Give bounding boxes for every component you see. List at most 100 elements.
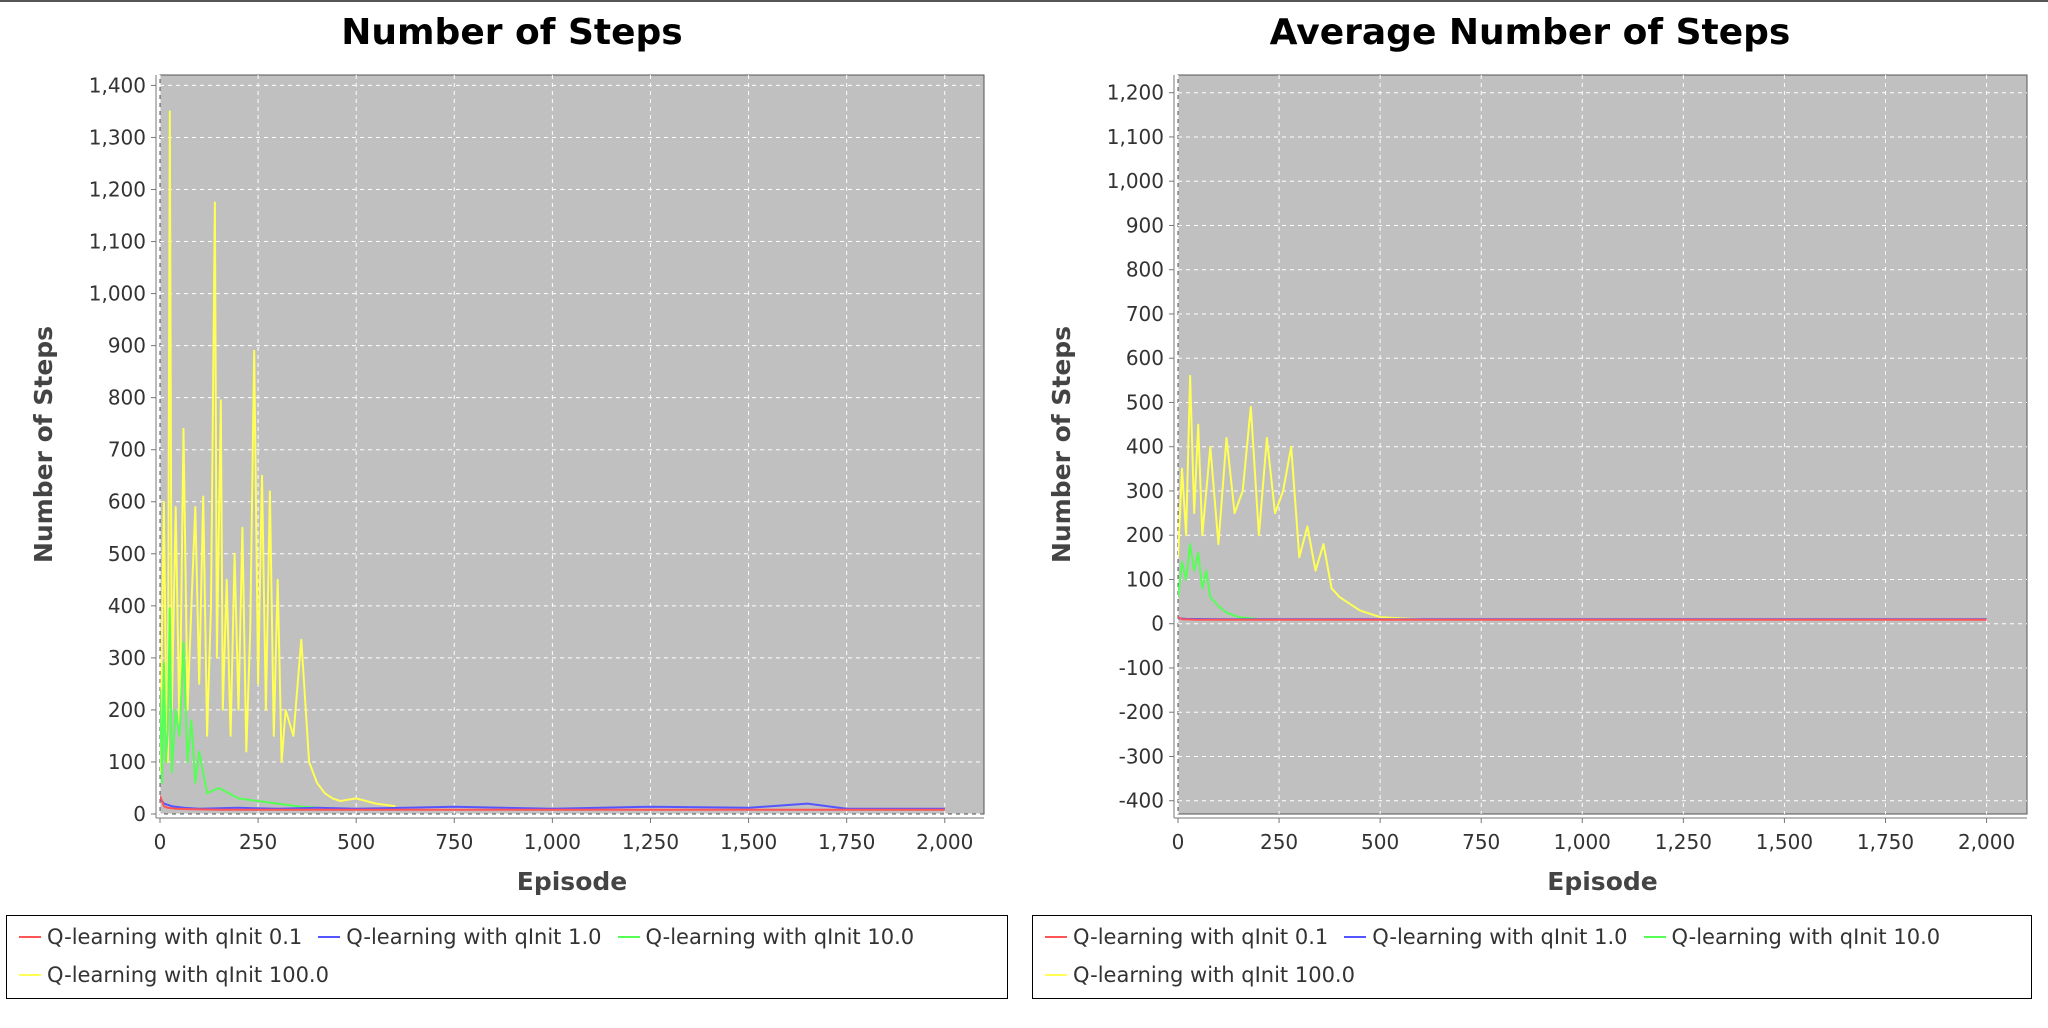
y-tick-label: 300: [1126, 479, 1164, 503]
legend-item: Q-learning with qInit 1.0: [318, 925, 602, 949]
y-tick-label: 1,100: [89, 230, 146, 254]
x-tick-label: 1,250: [622, 830, 679, 854]
series-line-0: [1178, 616, 1987, 621]
x-tick-label: 250: [1260, 830, 1298, 854]
chart-title: Number of Steps: [341, 12, 682, 53]
series-line-1: [160, 797, 945, 810]
y-tick-label: 400: [1126, 435, 1164, 459]
legend-swatch: [1643, 936, 1666, 938]
y-tick-label: 1,400: [89, 73, 146, 97]
legend: Q-learning with qInit 0.1 Q-learning with…: [1032, 915, 2032, 999]
x-tick-label: 0: [1172, 830, 1185, 854]
y-tick-label: 1,100: [1107, 125, 1164, 149]
legend-item: Q-learning with qInit 1.0: [1344, 925, 1628, 949]
legend-label: Q-learning with qInit 10.0: [1671, 925, 1941, 949]
legend-swatch: [1045, 936, 1067, 938]
y-tick-label: 300: [108, 646, 146, 670]
x-axis-label: Episode: [1547, 867, 1657, 896]
chart-panel-average-number-of-steps: Average Number of Steps 0 250 500 750 1,000 1,…: [1024, 0, 2048, 1028]
plot-area: [1177, 74, 2028, 815]
y-tick-label: 800: [1126, 258, 1164, 282]
y-tick-label: 1,200: [1107, 81, 1164, 105]
y-tick-label: 800: [108, 386, 146, 410]
x-tick-label: 1,000: [524, 830, 581, 854]
legend-swatch: [19, 974, 41, 976]
y-tick-label: 1,200: [89, 177, 146, 201]
x-tick-label: 1,500: [720, 830, 777, 854]
legend-swatch: [318, 936, 341, 938]
y-tick-label: 400: [108, 594, 146, 618]
y-tick-label: 700: [108, 438, 146, 462]
y-tick-label: 1,000: [89, 282, 146, 306]
legend-swatch: [19, 936, 41, 938]
series-line-2: [160, 607, 357, 811]
x-tick-label: 2,000: [916, 830, 973, 854]
y-axis-label: Number of Steps: [1047, 326, 1076, 563]
legend-item: Q-learning with qInit 100.0: [19, 963, 329, 987]
y-tick-label: -300: [1119, 744, 1164, 768]
series-group: [1178, 374, 1987, 621]
legend-item: Q-learning with qInit 10.0: [617, 925, 915, 949]
x-tick-label: 2,000: [1958, 830, 2015, 854]
y-tick-label: 1,000: [1107, 169, 1164, 193]
legend-row: Q-learning with qInit 0.1 Q-learning with…: [1033, 918, 1944, 956]
legend-item: Q-learning with qInit 100.0: [1045, 963, 1355, 987]
chart-panel-number-of-steps: Number of Steps 0 250 500 750 1,000 1,250 1,500…: [6, 12, 1008, 999]
y-tick-label: 600: [108, 490, 146, 514]
legend-label: Q-learning with qInit 1.0: [346, 925, 602, 949]
legend-label: Q-learning with qInit 10.0: [645, 925, 915, 949]
x-tick-label: 1,500: [1756, 830, 1813, 854]
series-line-2: [1178, 543, 1260, 621]
y-axis-label: Number of Steps: [29, 326, 58, 563]
legend-row: Q-learning with qInit 100.0: [7, 956, 333, 994]
x-axis-label: Episode: [517, 867, 627, 896]
y-tick-label: 100: [108, 750, 146, 774]
x-tick-label: 500: [1361, 830, 1399, 854]
x-tick-label: 750: [1462, 830, 1500, 854]
top-border: [0, 0, 2048, 2]
y-tick-label: 900: [1126, 213, 1164, 237]
legend-label: Q-learning with qInit 1.0: [1372, 925, 1628, 949]
x-tick-label: 250: [239, 830, 277, 854]
y-tick-label: 900: [108, 334, 146, 358]
y-tick-label: 1,300: [89, 125, 146, 149]
legend-row: Q-learning with qInit 0.1 Q-learning with…: [7, 918, 918, 956]
y-tick-label: 500: [108, 542, 146, 566]
x-tick-label: 1,750: [818, 830, 875, 854]
legend-label: Q-learning with qInit 100.0: [1073, 963, 1355, 987]
legend: Q-learning with qInit 0.1 Q-learning with…: [6, 915, 1008, 999]
y-tick-label: 100: [1126, 567, 1164, 591]
chart-number-of-steps: Number of Steps 0 250 500 750 1,000 1,250 1,500…: [29, 12, 985, 896]
chart-title: Average Number of Steps: [1270, 12, 1791, 53]
series-line-0: [160, 795, 945, 811]
legend-item: Q-learning with qInit 0.1: [1045, 925, 1328, 949]
legend-label: Q-learning with qInit 0.1: [47, 925, 303, 949]
y-tick-label: 200: [1126, 523, 1164, 547]
legend-swatch: [1045, 974, 1067, 976]
x-tick-label: 500: [337, 830, 375, 854]
y-tick-label: 700: [1126, 302, 1164, 326]
legend-swatch: [1344, 936, 1367, 938]
y-tick-label: -400: [1119, 789, 1164, 813]
plot-area: [159, 74, 985, 815]
series-line-3: [1178, 374, 1421, 621]
legend-swatch: [617, 936, 640, 938]
y-tick-label: -200: [1119, 700, 1164, 724]
x-tick-label: 750: [435, 830, 473, 854]
x-tick-label: 1,750: [1857, 830, 1914, 854]
y-tick-label: 200: [108, 698, 146, 722]
y-tick-label: 500: [1126, 390, 1164, 414]
x-tick-label: 0: [154, 830, 167, 854]
series-group: [160, 110, 945, 811]
legend-item: Q-learning with qInit 10.0: [1643, 925, 1941, 949]
x-tick-label: 1,250: [1655, 830, 1712, 854]
y-tick-label: 600: [1126, 346, 1164, 370]
chart-average-number-of-steps: Average Number of Steps 0 250 500 750 1,000 1,…: [1047, 12, 2028, 896]
x-tick-label: 1,000: [1554, 830, 1611, 854]
legend-label: Q-learning with qInit 0.1: [1073, 925, 1329, 949]
y-tick-label: 0: [133, 802, 146, 826]
series-line-3: [160, 110, 396, 808]
y-tick-label: 0: [1151, 612, 1164, 636]
legend-item: Q-learning with qInit 0.1: [19, 925, 302, 949]
legend-label: Q-learning with qInit 100.0: [47, 963, 329, 987]
